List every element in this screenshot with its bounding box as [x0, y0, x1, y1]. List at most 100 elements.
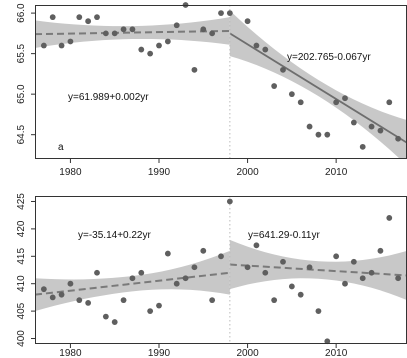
- bottom-data-point: [297, 291, 304, 298]
- bottom-data-point: [40, 286, 47, 293]
- top-data-point: [200, 26, 207, 33]
- top-data-point: [191, 66, 198, 73]
- bottom-fits: [35, 239, 407, 312]
- bottom-data-point: [333, 253, 340, 260]
- top-x-tick-label: 2000: [236, 167, 259, 178]
- top-data-point: [368, 123, 375, 130]
- top-y-tick-label: 65.5: [16, 43, 27, 63]
- top-data-point: [94, 14, 100, 21]
- bottom-data-point: [262, 269, 269, 276]
- bottom-data-point: [306, 264, 313, 271]
- top-data-point: [262, 46, 269, 53]
- bottom-y-tick-label: 410: [16, 275, 27, 292]
- bottom-data-point: [200, 247, 207, 254]
- top-data-point: [333, 99, 340, 106]
- bottom-data-point: [226, 198, 233, 205]
- top-y-tick-label: 64.5: [16, 125, 27, 145]
- bottom-data-point: [191, 264, 198, 271]
- bottom-y-tick-label: 405: [16, 302, 27, 319]
- bottom-fit-2-line: [229, 263, 407, 277]
- top-data-point: [111, 30, 118, 37]
- top-x-tick-label: 1990: [148, 167, 171, 178]
- bottom-data-point: [111, 319, 118, 325]
- top-data-point: [173, 22, 180, 29]
- bottom-data-point: [164, 250, 171, 257]
- bottom-fit-2-equation: y=641.29-0.11yr: [248, 230, 320, 241]
- bottom-data-point: [138, 269, 145, 276]
- panel-bottom: 1980 1990 2000 2010 400 405 410 415 420 425 y=-3…: [16, 193, 407, 358]
- top-data-point: [85, 18, 92, 25]
- bottom-data-point: [209, 297, 216, 304]
- bottom-data-point: [368, 269, 375, 276]
- bottom-data-point: [129, 275, 136, 282]
- bottom-data-point: [288, 283, 295, 290]
- top-fit-2-equation: y=202.765-0.067yr: [287, 52, 371, 63]
- bottom-data-point: [102, 313, 109, 320]
- bottom-fit-1-equation: y=-35.14+0.22yr: [78, 230, 151, 241]
- bottom-x-axis: 1980 1990 2000 2010: [59, 344, 348, 358]
- panel-top: 1980 1990 2000 2010 64.5 65.0 65.5 66.0 y=61.9…: [16, 2, 407, 178]
- bottom-data-point: [386, 215, 393, 221]
- top-y-tick-label: 66.0: [16, 3, 27, 23]
- bottom-data-point: [359, 275, 366, 282]
- top-data-point: [138, 46, 145, 53]
- bottom-data-point: [173, 280, 180, 287]
- bottom-x-tick-label: 1990: [148, 348, 171, 358]
- top-data-point: [129, 26, 136, 33]
- top-data-point: [76, 14, 83, 21]
- top-data-point: [218, 10, 224, 17]
- bottom-data-point: [342, 280, 348, 287]
- top-data-point: [40, 42, 47, 49]
- top-data-point: [342, 95, 348, 102]
- bottom-data-point: [76, 297, 83, 304]
- bottom-x-tick-label: 2010: [325, 348, 348, 358]
- top-data-point: [315, 131, 322, 138]
- top-fit-1-confidence-band: [35, 17, 230, 48]
- bottom-y-tick-label: 420: [16, 220, 27, 237]
- top-data-point: [288, 91, 295, 98]
- bottom-data-point: [120, 297, 127, 304]
- top-x-tick-label: 2010: [325, 167, 348, 178]
- top-data-point: [324, 131, 331, 138]
- bottom-data-point: [94, 269, 100, 276]
- bottom-data-point: [377, 247, 384, 254]
- top-fit-2-confidence-band: [229, 10, 407, 159]
- bottom-x-tick-label: 1980: [59, 348, 82, 358]
- bottom-data-point: [350, 258, 357, 265]
- top-data-point: [226, 10, 233, 17]
- bottom-y-tick-label: 415: [16, 248, 27, 265]
- bottom-data-point: [156, 302, 162, 309]
- top-scatter-points: [40, 2, 402, 150]
- top-x-tick-label: 1980: [59, 167, 82, 178]
- top-data-point: [58, 42, 65, 49]
- bottom-data-point: [49, 294, 56, 301]
- bottom-data-point: [324, 338, 331, 345]
- top-data-point: [102, 30, 109, 37]
- top-data-point: [297, 99, 304, 106]
- bottom-data-point: [395, 275, 402, 282]
- bottom-y-tick-label: 400: [16, 330, 27, 347]
- panel-label: a: [58, 142, 64, 153]
- bottom-data-point: [67, 280, 74, 287]
- top-y-axis: 64.5 65.0 65.5 66.0: [16, 3, 35, 144]
- bottom-data-point: [253, 242, 260, 249]
- bottom-data-point: [244, 264, 251, 271]
- bottom-y-tick-label: 425: [16, 193, 27, 210]
- top-data-point: [280, 66, 286, 73]
- top-data-point: [306, 123, 313, 130]
- bottom-x-tick-label: 2000: [236, 348, 259, 358]
- bottom-y-axis: 400 405 410 415 420 425: [16, 193, 35, 347]
- top-fit-1-equation: y=61.989+0.002yr: [68, 92, 149, 103]
- bottom-data-point: [271, 297, 278, 304]
- bottom-data-point: [280, 258, 286, 265]
- top-data-point: [253, 42, 260, 49]
- top-data-point: [386, 99, 393, 106]
- top-data-point: [209, 30, 216, 37]
- top-data-point: [49, 14, 56, 21]
- top-x-axis: 1980 1990 2000 2010: [59, 159, 348, 178]
- top-data-point: [120, 26, 127, 33]
- bottom-data-point: [58, 291, 65, 298]
- top-fits: [35, 10, 407, 159]
- top-data-point: [67, 38, 74, 45]
- top-data-point: [271, 83, 278, 89]
